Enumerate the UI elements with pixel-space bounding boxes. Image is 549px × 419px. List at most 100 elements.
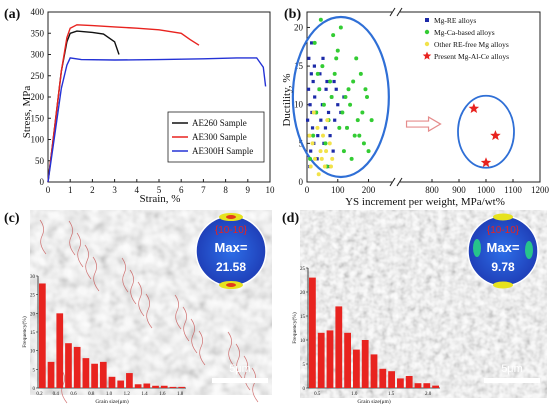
histogram-bar — [82, 358, 90, 388]
grain-boundary — [174, 294, 182, 330]
histogram-bar — [414, 383, 422, 388]
x-tick-label: 200 — [362, 185, 376, 195]
y-tick-label: 5 — [303, 363, 306, 368]
scatter-point — [313, 156, 317, 161]
scatter-point — [360, 110, 365, 115]
x-tick-label: 2.0 — [425, 392, 432, 397]
scatter-point — [321, 102, 326, 107]
histogram-bar — [370, 354, 378, 388]
y-tick-label: 20 — [294, 22, 304, 32]
legend-swatch — [424, 29, 430, 35]
legend-entry: Present Mg-Al-Ce alloys — [434, 52, 509, 61]
histogram-bar — [56, 313, 64, 388]
scatter-point — [354, 56, 359, 61]
pole-label: {10-10} — [487, 225, 520, 236]
pole-label: {10-10} — [215, 225, 248, 236]
y-tick-label: 350 — [31, 28, 45, 38]
scale-bar: 5μm — [484, 363, 540, 383]
grain-boundary — [190, 318, 198, 354]
x-tick-label: 2 — [90, 185, 95, 195]
scatter-point — [307, 56, 311, 60]
arrow-icon — [405, 116, 442, 133]
x-axis-label: Grain size(μm) — [95, 398, 129, 405]
grain-boundary — [39, 219, 47, 255]
legend-entry: Mg-RE alloys — [434, 16, 476, 25]
scatter-point — [319, 118, 323, 122]
scatter-point — [311, 110, 316, 115]
grain-boundary — [251, 367, 259, 403]
y-tick-label: 15 — [294, 61, 304, 71]
histogram-bar — [388, 371, 395, 388]
highlight-ellipse — [291, 15, 390, 179]
y-tick-label: 30 — [30, 275, 36, 280]
scatter-point — [369, 118, 374, 123]
scatter-point — [334, 87, 338, 91]
histogram-bar — [143, 383, 151, 388]
scatter-point — [328, 79, 333, 84]
legend-swatch — [424, 41, 430, 47]
scatter-point — [336, 103, 340, 107]
scatter-point — [310, 141, 315, 146]
histogram-bar — [99, 361, 107, 388]
x-tick-label: 0.5 — [314, 392, 321, 397]
x-tick-label: 7 — [201, 185, 206, 195]
histogram-bar — [65, 343, 72, 388]
y-tick-label: 10 — [294, 100, 304, 110]
pole-figure: {10-10} Max= 21.58 — [195, 213, 267, 289]
scatter-point — [332, 79, 336, 84]
x-tick-label: 3 — [112, 185, 117, 195]
ductility-panel: (b) 0 100 200 800 900 1000 1100 120005101520Mg-… — [281, 7, 549, 208]
histogram-bar — [379, 368, 387, 388]
microstructure-panel-d: (d) 0 5 10 15 20 25 0.5 1.0 1.5 2.0 Grain size(μm)… — [282, 210, 547, 405]
grain-boundary — [137, 281, 145, 317]
x-tick-label: 6 — [179, 185, 184, 195]
y-axis-label: Frequency(%) — [21, 316, 28, 348]
grain-boundary — [235, 343, 243, 379]
histogram-bar — [405, 376, 413, 388]
axis-break-gap — [392, 178, 400, 186]
scatter-point — [306, 118, 310, 122]
scatter-point — [323, 141, 328, 146]
grain-boundary — [243, 355, 251, 391]
scatter-point — [331, 149, 335, 153]
x-tick-label: 0.6 — [70, 392, 77, 397]
scatter-point — [346, 87, 351, 92]
scatter-point — [340, 110, 345, 115]
x-tick-label: 900 — [452, 185, 466, 195]
x-axis-label: YS increment per weight, MPa/wt% — [345, 196, 505, 208]
x-tick-label: 1.5 — [388, 392, 395, 397]
scatter-point — [318, 72, 322, 76]
scatter-point — [317, 87, 322, 92]
scatter-point — [311, 133, 316, 138]
legend-entry: AE300H Sample — [192, 146, 253, 156]
axis-break-gap — [392, 8, 400, 16]
scatter-point — [321, 133, 325, 138]
x-tick-label: 800 — [425, 185, 439, 195]
histogram-bar — [326, 330, 334, 388]
scatter-point — [357, 133, 362, 138]
y-tick-label: 150 — [31, 113, 45, 123]
scatter-point — [329, 95, 334, 99]
y-tick-label: 20 — [300, 291, 306, 296]
grain-boundary — [227, 331, 235, 367]
scatter-point — [348, 102, 353, 107]
scatter-point — [363, 87, 368, 92]
scatter-point — [319, 156, 324, 161]
grain-boundary — [129, 269, 137, 305]
x-axis-label: Strain, % — [140, 193, 181, 205]
scatter-point — [324, 149, 329, 154]
scatter-point — [330, 156, 335, 161]
y-tick-label: 25 — [300, 267, 306, 272]
histogram-bar — [397, 378, 404, 388]
scatter-point — [312, 40, 317, 45]
histogram-bar — [309, 277, 316, 388]
scatter-point — [468, 103, 480, 113]
x-tick-label: 1000 — [477, 185, 496, 195]
scatter-point — [316, 172, 321, 177]
histogram-bar — [432, 385, 439, 388]
scatter-point — [326, 110, 331, 115]
histogram-bar — [361, 340, 369, 388]
scatter-point — [312, 64, 316, 68]
scatter-point — [365, 95, 369, 99]
max-label: Max= — [487, 240, 520, 255]
